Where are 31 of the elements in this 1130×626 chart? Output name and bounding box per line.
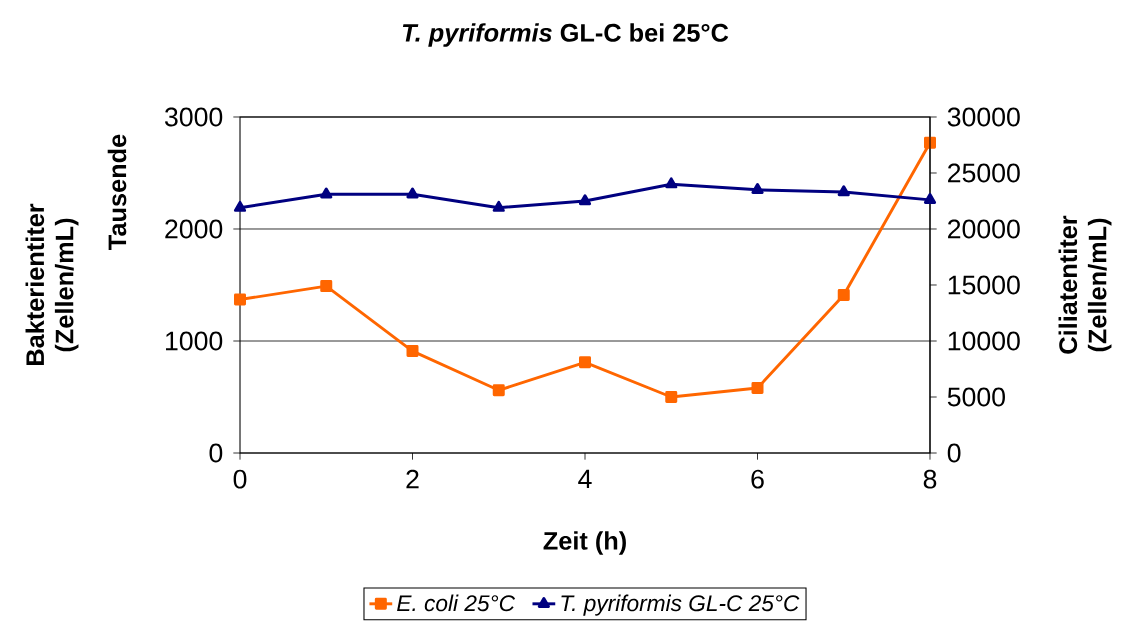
y-axis-title: Bakterientiter (Zellen/mL) [25,203,79,365]
chart-title: T. pyriformis GL-C bei 25°C [402,23,729,47]
point [579,356,592,369]
y2-tick-label: 15000 [948,275,1020,295]
x-tick-label: 0 [233,469,247,489]
x-tick-label: 8 [923,469,937,489]
point [665,391,678,403]
point [234,293,247,306]
point [406,345,419,358]
y-tick-label: 0 [209,443,223,463]
point [837,289,850,302]
y2-axis-title: Ciliatentiter (Zellen/mL) [1058,215,1112,354]
point [492,384,505,397]
x-tick-label: 6 [751,469,764,489]
y2-tick-label: 25000 [948,163,1020,183]
x-axis-title: Zeit (h) [543,531,626,555]
y-tick-label: 1000 [166,331,223,351]
y-tick-label: 2000 [165,219,223,239]
legend-label: E. coli 25°C [397,594,516,612]
text: Tausende [107,134,127,250]
y2-tick-label: 30000 [947,107,1020,127]
y2-tick-label: 0 [947,443,961,463]
x-tick-label: 4 [578,469,592,489]
y2-tick-label: 20000 [948,219,1020,239]
x-tick-label: 2 [406,469,419,489]
point [320,280,333,293]
y2-tick-label: 5000 [947,387,1005,407]
y-tick-label: 3000 [165,107,223,127]
legend-label: T. pyriformis GL-C 25°C [561,594,800,616]
point [751,382,764,395]
y2-tick-label: 10000 [948,331,1020,351]
